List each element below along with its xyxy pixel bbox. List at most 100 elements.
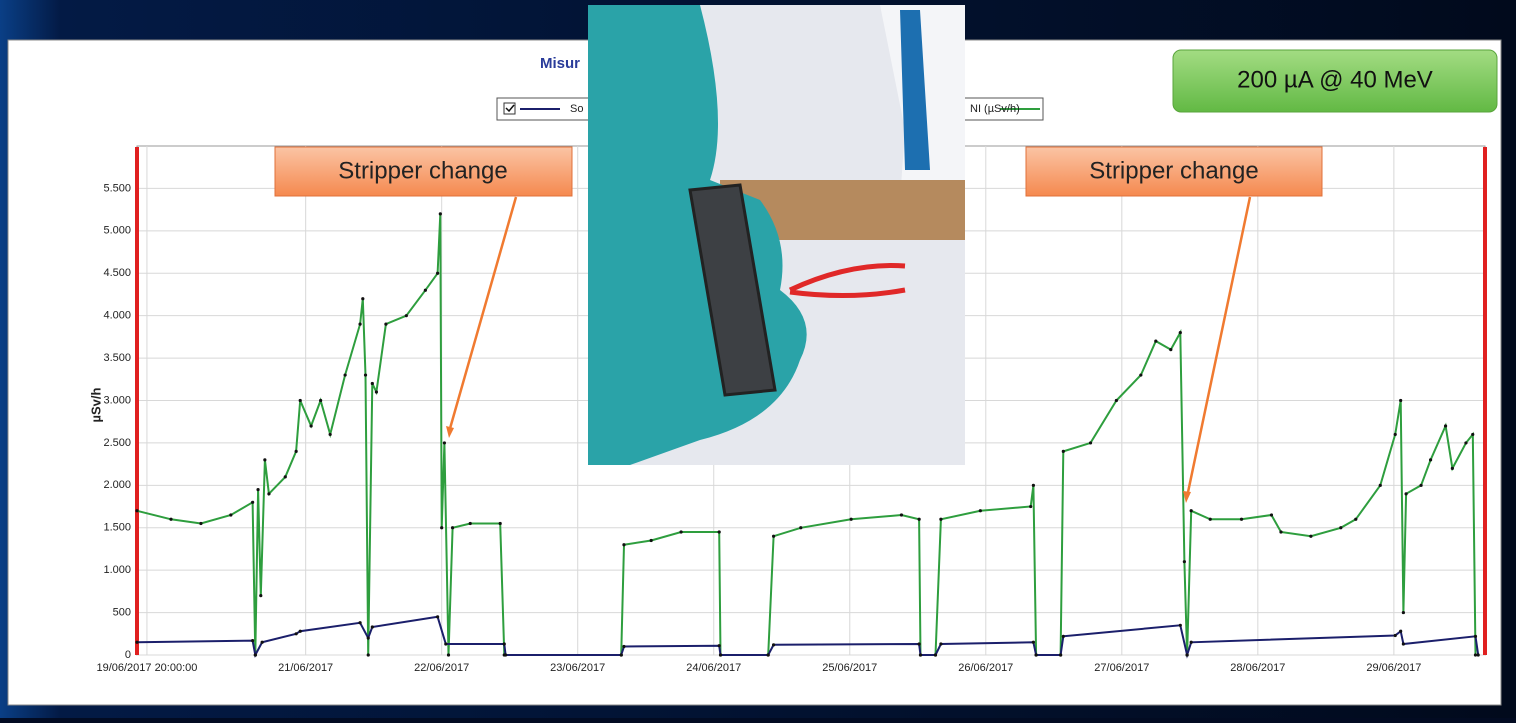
data-point bbox=[1401, 642, 1405, 646]
data-point bbox=[899, 513, 904, 517]
y-tick-label: 1.500 bbox=[103, 522, 131, 534]
x-tick-label: 21/06/2017 bbox=[278, 662, 333, 674]
y-tick-label: 0 bbox=[125, 649, 131, 661]
data-point bbox=[229, 513, 233, 517]
data-point bbox=[1464, 441, 1468, 445]
legend-label: So bbox=[570, 103, 583, 115]
y-tick-label: 1.000 bbox=[103, 564, 131, 576]
data-point bbox=[622, 644, 626, 649]
data-point bbox=[1031, 640, 1035, 644]
data-point bbox=[1443, 424, 1448, 428]
photo-stripe bbox=[900, 10, 930, 170]
y-tick-label: 2.500 bbox=[103, 437, 131, 449]
arrow-head bbox=[1183, 491, 1191, 503]
data-point bbox=[404, 314, 408, 318]
data-point bbox=[718, 653, 723, 657]
data-point bbox=[309, 424, 313, 428]
data-point bbox=[1031, 483, 1035, 487]
data-point bbox=[267, 492, 271, 496]
data-point bbox=[939, 517, 943, 521]
data-point bbox=[619, 653, 623, 657]
data-point bbox=[1139, 373, 1143, 377]
x-tick-label: 22/06/2017 bbox=[414, 662, 469, 674]
arrow-head bbox=[446, 426, 454, 438]
photo-stripper bbox=[688, 183, 777, 397]
photo bbox=[588, 5, 965, 465]
data-point bbox=[1473, 634, 1478, 638]
data-point bbox=[502, 642, 506, 646]
y-tick-label: 4.000 bbox=[103, 310, 131, 322]
data-point bbox=[294, 449, 298, 453]
legend-checkbox bbox=[503, 102, 516, 115]
data-point bbox=[298, 398, 302, 403]
data-point bbox=[363, 373, 368, 377]
data-point bbox=[358, 621, 362, 625]
y-tick-label: 500 bbox=[113, 606, 131, 618]
data-point bbox=[370, 381, 374, 386]
data-point bbox=[1428, 458, 1433, 462]
data-point bbox=[366, 653, 370, 657]
data-point bbox=[251, 638, 255, 643]
data-point bbox=[436, 615, 440, 619]
info-box bbox=[1172, 49, 1498, 113]
data-point bbox=[1182, 560, 1186, 564]
data-point bbox=[1476, 653, 1480, 657]
data-point bbox=[1378, 483, 1382, 487]
data-point bbox=[1061, 449, 1065, 453]
data-point bbox=[251, 500, 255, 504]
data-point bbox=[1059, 653, 1063, 657]
annotation-box bbox=[1025, 146, 1323, 197]
data-point bbox=[135, 640, 139, 644]
data-point bbox=[442, 441, 447, 445]
data-point bbox=[358, 322, 362, 326]
data-point bbox=[1393, 633, 1397, 638]
annotation-arrow bbox=[447, 196, 518, 433]
data-point bbox=[1189, 509, 1193, 513]
data-point bbox=[1189, 640, 1193, 644]
data-point bbox=[1471, 432, 1475, 437]
data-point bbox=[361, 297, 365, 301]
data-point bbox=[256, 487, 260, 492]
y-axis-label: µSv/h bbox=[88, 387, 103, 422]
data-point bbox=[622, 543, 626, 547]
data-point bbox=[849, 517, 853, 521]
data-point bbox=[1473, 653, 1478, 657]
data-point bbox=[917, 517, 921, 521]
data-point bbox=[1309, 534, 1313, 538]
data-point bbox=[1178, 331, 1182, 335]
data-point bbox=[771, 534, 776, 538]
data-point bbox=[1393, 432, 1397, 437]
data-point bbox=[283, 475, 287, 479]
data-point bbox=[1178, 623, 1182, 627]
data-point bbox=[135, 509, 139, 513]
data-point bbox=[253, 653, 257, 657]
data-point bbox=[328, 432, 332, 437]
data-point bbox=[918, 653, 923, 657]
data-point bbox=[440, 526, 444, 530]
data-point bbox=[446, 653, 451, 657]
data-point bbox=[263, 458, 267, 462]
data-point bbox=[366, 636, 370, 640]
data-point bbox=[423, 288, 427, 292]
data-point bbox=[799, 526, 803, 530]
y-tick-label: 5.500 bbox=[103, 182, 131, 194]
data-point bbox=[504, 653, 508, 657]
data-point bbox=[384, 322, 388, 326]
annotation: Stripper change bbox=[1089, 157, 1258, 184]
y-tick-label: 5.000 bbox=[103, 225, 131, 237]
y-tick-label: 2.000 bbox=[103, 479, 131, 491]
data-point bbox=[1088, 441, 1093, 445]
data-point bbox=[1401, 610, 1405, 615]
series-line bbox=[136, 213, 1477, 656]
data-point bbox=[917, 642, 921, 646]
data-point bbox=[259, 594, 263, 598]
data-point bbox=[319, 398, 323, 403]
data-point bbox=[1354, 517, 1358, 521]
data-point bbox=[1279, 530, 1283, 534]
data-point bbox=[169, 517, 173, 521]
data-point bbox=[1399, 629, 1403, 633]
data-point bbox=[1399, 398, 1403, 403]
data-point bbox=[1034, 653, 1038, 657]
